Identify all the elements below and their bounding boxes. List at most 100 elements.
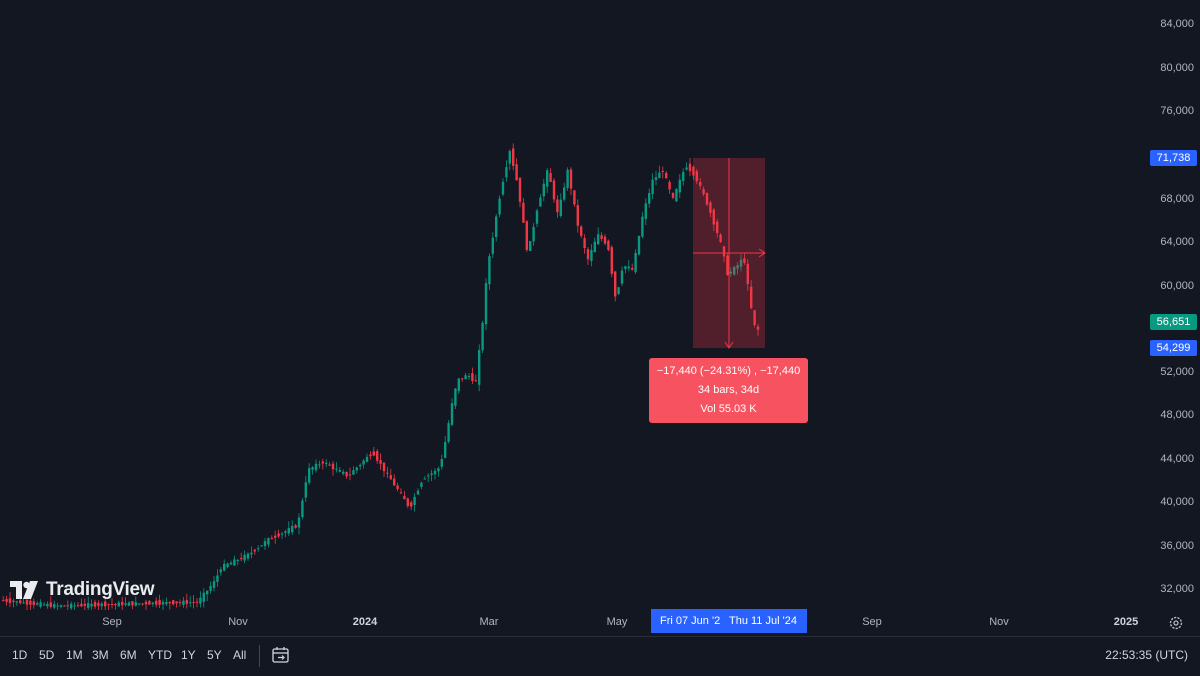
- price-tick-label: 64,000: [1160, 236, 1194, 248]
- candle-body: [36, 603, 39, 605]
- utc-clock[interactable]: 22:53:35 (UTC): [1105, 648, 1188, 662]
- candle-body: [87, 603, 90, 608]
- tradingview-logo[interactable]: TradingView: [10, 577, 155, 603]
- timeframe-1m-button[interactable]: 1M: [66, 648, 83, 662]
- candle-body: [318, 464, 321, 466]
- candle-body: [501, 181, 505, 195]
- candle-body: [39, 602, 42, 607]
- measure-right-arrow-icon: [758, 248, 766, 258]
- measure-volume-text: Vol 55.03 K: [700, 403, 757, 415]
- timeframe-1y-button[interactable]: 1Y: [181, 648, 196, 662]
- candle-body: [236, 560, 239, 562]
- candle-body: [168, 601, 171, 604]
- candle-body: [5, 599, 8, 602]
- timeframe-5d-button[interactable]: 5D: [39, 648, 55, 662]
- candle-body: [189, 602, 192, 604]
- candle-body: [127, 602, 131, 606]
- candle-body: [165, 601, 168, 605]
- candle-body: [250, 552, 253, 555]
- candle-body: [726, 255, 729, 275]
- calendar-range-icon[interactable]: [271, 645, 291, 665]
- timeframe-1d-button[interactable]: 1D: [12, 648, 28, 662]
- candle-body: [158, 600, 161, 605]
- candle-body: [590, 249, 593, 262]
- time-tick-label: Sep: [102, 616, 122, 628]
- time-tick-label: Nov: [989, 616, 1009, 628]
- candle-body: [107, 604, 110, 606]
- time-tick-label: Sep: [862, 616, 882, 628]
- candle-body: [260, 545, 263, 547]
- candle-body: [83, 603, 86, 607]
- price-axis[interactable]: 84,000 80,000 76,000 68,000 64,000 60,000 52,0…: [1142, 0, 1200, 636]
- candle-body: [433, 470, 437, 475]
- chart-pane[interactable]: −17,440 (−24.31%) , −17,440 34 bars, 34d…: [0, 0, 1142, 610]
- price-tick-label: 32,000: [1160, 583, 1194, 595]
- candle-body: [284, 531, 287, 533]
- candle-body: [396, 485, 399, 490]
- candle-body: [556, 199, 559, 213]
- candle-body: [219, 569, 222, 573]
- candle-body: [512, 148, 515, 166]
- candle-body: [542, 183, 545, 197]
- candle-body: [535, 210, 539, 224]
- candle-body: [42, 604, 46, 606]
- candle-body: [549, 173, 552, 182]
- candle-body: [508, 151, 511, 164]
- candle-body: [420, 482, 423, 487]
- candle-body: [110, 604, 114, 606]
- candle-body: [80, 603, 83, 607]
- candle-body: [597, 234, 600, 245]
- candle-body: [209, 586, 212, 591]
- candle-body: [172, 600, 175, 605]
- candle-body: [93, 602, 97, 607]
- candle-body: [705, 193, 709, 205]
- candle-body: [495, 216, 498, 237]
- timeframe-3m-button[interactable]: 3M: [92, 648, 109, 662]
- logo-text: TradingView: [46, 579, 155, 600]
- candle-body: [144, 601, 148, 605]
- candle-body: [182, 600, 185, 605]
- candle-body: [97, 603, 100, 606]
- candle-body: [444, 441, 447, 458]
- candle-body: [291, 526, 294, 533]
- candle-body: [301, 500, 304, 518]
- price-tick-label: 68,000: [1160, 193, 1194, 205]
- gear-icon[interactable]: [1168, 615, 1184, 631]
- candle-body: [403, 495, 406, 500]
- candle-body: [423, 478, 426, 480]
- candle-body: [427, 475, 430, 477]
- timeframe-all-button[interactable]: All: [233, 648, 247, 662]
- candle-body: [348, 474, 352, 476]
- candle-body: [199, 597, 202, 604]
- candle-body: [328, 464, 331, 466]
- candle-body: [593, 241, 596, 253]
- candle-body: [756, 326, 760, 330]
- candle-body: [280, 533, 284, 535]
- candle-body: [311, 467, 314, 470]
- time-tick-label: Mar: [479, 616, 499, 628]
- candle-body: [678, 179, 681, 193]
- candle-body: [76, 605, 80, 607]
- tradingview-logo-icon: [10, 581, 38, 599]
- candle-body: [637, 235, 641, 255]
- candle-body: [743, 258, 746, 263]
- candle-body: [671, 192, 675, 198]
- timeframe-6m-button[interactable]: 6M: [120, 648, 137, 662]
- candle-body: [114, 604, 117, 606]
- candle-body: [342, 471, 345, 474]
- candle-body: [515, 164, 518, 181]
- candle-body: [134, 602, 137, 606]
- timeframe-5y-button[interactable]: 5Y: [207, 648, 222, 662]
- candle-body: [365, 456, 369, 462]
- candle-body: [474, 380, 477, 382]
- range-start-date: Fri 07 Jun '2: [660, 615, 721, 627]
- candle-body: [287, 527, 290, 534]
- last-price-badge: 56,651: [1150, 314, 1197, 330]
- candle-body: [178, 602, 182, 604]
- candle-body: [716, 221, 719, 233]
- candle-body: [736, 265, 739, 269]
- timeframe-ytd-button[interactable]: YTD: [148, 648, 172, 662]
- time-axis[interactable]: Sep Nov 2024 Mar May Sep Nov 2025: [0, 610, 1142, 636]
- candle-body: [651, 179, 654, 195]
- price-range-measure[interactable]: [0, 0, 1142, 610]
